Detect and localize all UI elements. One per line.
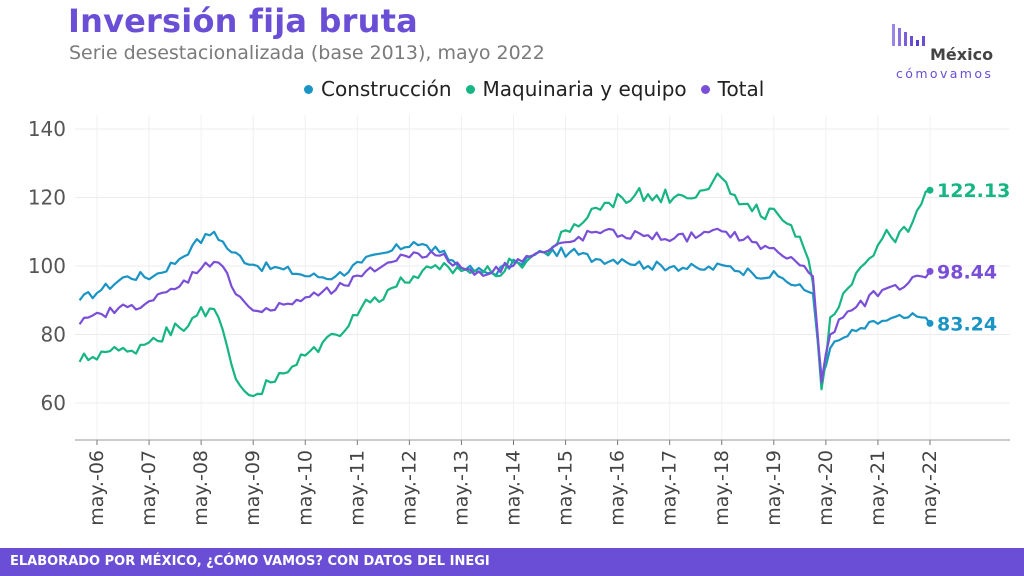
x-tick-label: may.-14 — [503, 450, 525, 526]
y-tick-label: 120 — [28, 186, 66, 210]
mexico-como-vamos-logo: México cómovamos — [890, 22, 1005, 82]
x-tick-label: may.-07 — [138, 450, 160, 526]
legend-item-maquinaria: Maquinaria y equipo — [465, 77, 687, 101]
series-end-point-1 — [926, 186, 934, 194]
legend-dot-maquinaria — [465, 84, 475, 94]
y-tick-label: 80 — [41, 323, 66, 347]
x-tick-label: may.-20 — [815, 450, 837, 526]
series-line-1 — [78, 172, 931, 398]
x-tick-label: may.-12 — [398, 450, 420, 526]
series-line-2 — [78, 227, 931, 384]
line-chart: 60 80 100 120 140 may.-06 may.-07 may.-08 may.-0… — [28, 115, 1010, 526]
x-tick-label: may.-08 — [190, 450, 212, 526]
legend-dot-total — [700, 84, 710, 94]
series-line-0 — [78, 230, 931, 377]
legend-label-maquinaria: Maquinaria y equipo — [482, 77, 687, 101]
x-tick-label: may.-11 — [346, 450, 368, 526]
x-tick-label: may.-21 — [867, 450, 889, 526]
x-tick-label: may.-06 — [86, 450, 108, 526]
footer-bar: ELABORADO POR MÉXICO, ¿CÓMO VAMOS? CON D… — [0, 548, 1024, 576]
chart-legend: Construcción Maquinaria y equipo Total — [304, 76, 778, 102]
y-tick-label: 140 — [28, 117, 66, 141]
legend-item-total: Total — [700, 77, 765, 101]
x-tick-label: may.-22 — [919, 450, 941, 526]
x-tick-label: may.-19 — [763, 450, 785, 526]
logo-bars-icon — [892, 24, 925, 46]
y-tick-label: 60 — [41, 391, 66, 415]
x-tick-label: may.-09 — [242, 450, 264, 526]
series-end-point-2 — [926, 267, 934, 275]
x-tick-label: may.-18 — [711, 450, 733, 526]
logo-word: México — [930, 45, 994, 64]
series-end-label-2: 98.44 — [937, 261, 997, 283]
x-tick-label: may.-16 — [607, 450, 629, 526]
series-end-point-0 — [926, 319, 934, 327]
y-tick-label: 100 — [28, 254, 66, 278]
x-tick-label: may.-15 — [555, 450, 577, 526]
x-tick-label: may.-10 — [294, 450, 316, 526]
logo-subword: cómovamos — [896, 66, 994, 81]
page-title: Inversión fija bruta — [68, 2, 418, 40]
legend-label-total: Total — [717, 77, 765, 101]
legend-label-construccion: Construcción — [321, 77, 452, 101]
x-tick-label: may.-13 — [450, 450, 472, 526]
x-tick-label: may.-17 — [659, 450, 681, 526]
series-end-label-0: 83.24 — [937, 313, 997, 335]
series-end-label-1: 122.13 — [937, 180, 1010, 202]
legend-item-construccion: Construcción — [304, 77, 452, 101]
footer-credit: ELABORADO POR MÉXICO, ¿CÓMO VAMOS? CON D… — [10, 554, 490, 569]
page-subtitle: Serie desestacionalizada (base 2013), ma… — [69, 42, 545, 64]
legend-dot-construccion — [304, 84, 313, 94]
